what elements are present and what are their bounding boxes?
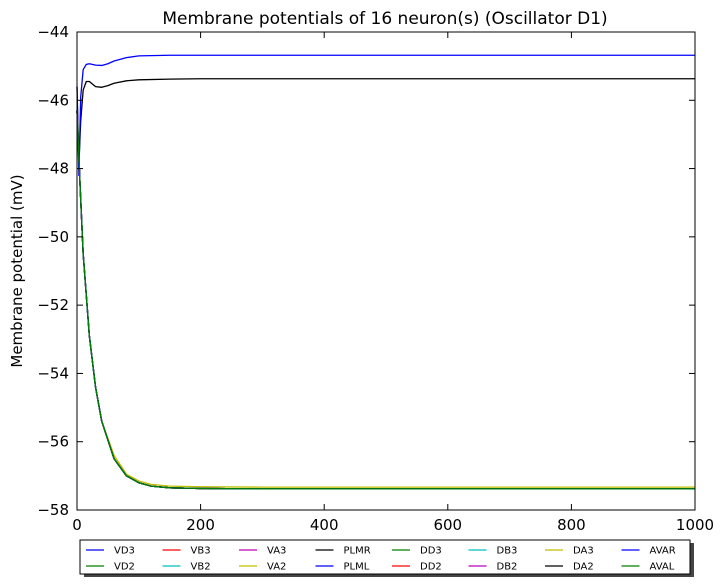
x-tick-label: 1000 xyxy=(676,516,714,534)
legend-label: VD3 xyxy=(114,546,135,557)
series-line-db3 xyxy=(76,110,695,490)
y-axis-label: Membrane potential (mV) xyxy=(8,174,26,367)
legend-entry-vd2: VD2 xyxy=(86,562,135,573)
legend-entry-aval: AVAL xyxy=(621,562,675,573)
x-tick-label: 400 xyxy=(310,516,339,534)
series-line-db2 xyxy=(76,110,695,490)
y-tick-label: −56 xyxy=(37,433,69,451)
series-line-dd2 xyxy=(76,110,695,490)
legend-label: DB2 xyxy=(497,562,518,573)
chart-title: Membrane potentials of 16 neuron(s) (Osc… xyxy=(162,9,607,29)
y-tick-label: −52 xyxy=(37,296,69,314)
y-tick-label: −50 xyxy=(37,228,69,246)
legend-entry-da3: DA3 xyxy=(545,546,594,557)
x-tick-label: 0 xyxy=(72,516,82,534)
y-tick-label: −54 xyxy=(37,364,69,382)
legend-label: PLMR xyxy=(344,546,371,557)
legend-entry-vb3: VB3 xyxy=(162,546,211,557)
x-tick-label: 800 xyxy=(557,516,586,534)
legend-label: PLML xyxy=(344,562,370,573)
series-line-plml xyxy=(76,54,695,177)
legend: VD3 VD2 VB3 VB2 VA3 VA2 PLMR PLML DD3 DD2 DB3 DB2 DA… xyxy=(79,539,694,577)
series-line-da3 xyxy=(76,110,695,490)
series-line-vb2 xyxy=(76,110,695,490)
x-tick-label: 200 xyxy=(186,516,215,534)
legend-entry-dd2: DD2 xyxy=(392,562,442,573)
series-line-vd2 xyxy=(76,110,695,490)
y-tick-label: −44 xyxy=(37,23,69,41)
legend-entry-db2: DB2 xyxy=(468,562,518,573)
legend-entry-da2: DA2 xyxy=(545,562,594,573)
legend-entry-dd3: DD3 xyxy=(392,546,442,557)
plot-frame xyxy=(76,31,696,511)
legend-entry-va2: VA2 xyxy=(239,562,286,573)
series-layer xyxy=(76,54,695,490)
legend-label: VB3 xyxy=(191,546,211,557)
legend-box xyxy=(79,539,691,575)
x-tick-label: 600 xyxy=(433,516,462,534)
legend-entry-avar: AVAR xyxy=(621,546,676,557)
legend-label: VB2 xyxy=(191,562,211,573)
legend-label: DD2 xyxy=(420,562,442,573)
legend-label: VA3 xyxy=(267,546,286,557)
series-line-va2 xyxy=(76,110,695,488)
legend-label: DA3 xyxy=(573,546,594,557)
legend-entry-vb2: VB2 xyxy=(162,562,211,573)
legend-label: AVAL xyxy=(650,562,675,573)
y-tick-label: −58 xyxy=(37,501,69,519)
y-tick-label: −46 xyxy=(37,91,69,109)
legend-entry-plml: PLML xyxy=(315,562,370,573)
legend-items: VD3 VD2 VB3 VB2 VA3 VA2 PLMR PLML DD3 DD2 DB3 DB2 DA… xyxy=(86,546,676,573)
legend-entry-va3: VA3 xyxy=(239,546,286,557)
legend-label: DA2 xyxy=(573,562,594,573)
legend-label: DB3 xyxy=(497,546,518,557)
series-line-va3 xyxy=(76,110,695,490)
series-line-dd3 xyxy=(76,110,695,490)
series-line-vb3 xyxy=(76,110,695,490)
legend-entry-plmr: PLMR xyxy=(315,546,371,557)
ticks-layer: 0 200 400 600 800 1000 −58 −56 −54 −52 −50 −48 −46 −4… xyxy=(37,23,714,534)
legend-label: DD3 xyxy=(420,546,442,557)
series-line-da2 xyxy=(76,110,695,490)
legend-label: AVAR xyxy=(650,546,676,557)
y-tick-label: −48 xyxy=(37,160,69,178)
legend-entry-db3: DB3 xyxy=(468,546,518,557)
series-line-plmr xyxy=(76,78,695,166)
legend-entry-vd3: VD3 xyxy=(86,546,135,557)
legend-label: VD2 xyxy=(114,562,135,573)
series-line-vd3 xyxy=(76,110,695,490)
legend-label: VA2 xyxy=(267,562,286,573)
series-line-avar xyxy=(76,110,695,490)
series-line-aval xyxy=(76,110,695,490)
